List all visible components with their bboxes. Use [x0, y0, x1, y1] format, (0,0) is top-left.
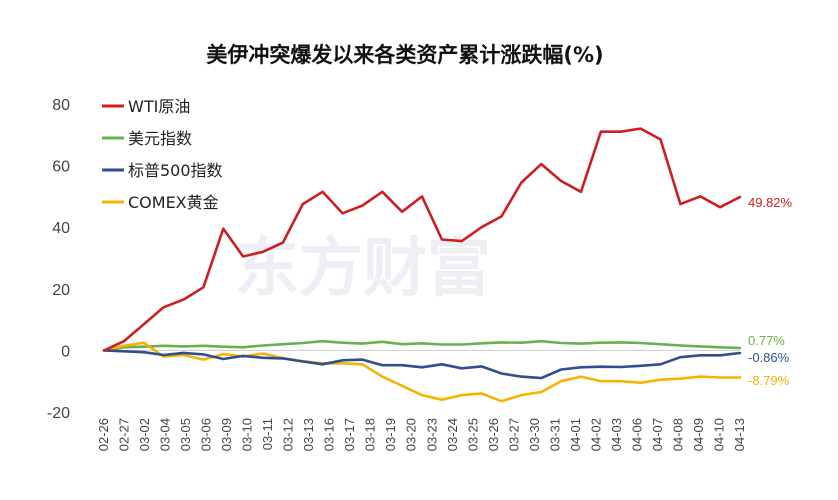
x-tick-label: 04-07: [650, 418, 665, 451]
x-tick-label: 03-26: [486, 418, 501, 451]
x-tick-label: 04-02: [588, 418, 603, 451]
x-tick-label: 03-06: [199, 418, 214, 451]
x-tick-label: 04-01: [568, 418, 583, 451]
x-tick-label: 02-26: [96, 418, 111, 451]
series-line-2: [102, 349, 742, 380]
x-tick-label: 03-04: [158, 418, 173, 451]
x-tick-label: 04-08: [670, 418, 685, 451]
x-tick-label: 03-05: [178, 418, 193, 451]
watermark: 东方财富: [235, 232, 491, 306]
x-tick-label: 03-18: [363, 418, 378, 451]
y-axis: 80 60 40 20 0 -20: [47, 97, 740, 422]
x-tick-label: 03-11: [260, 418, 275, 450]
x-tick-label: 04-03: [609, 418, 624, 451]
x-tick-label: 03-27: [506, 418, 521, 451]
chart-title: 美伊冲突爆发以来各类资产累计涨跌幅(%): [206, 43, 603, 67]
end-label-1: 0.77%: [748, 333, 785, 348]
end-label-2: -0.86%: [748, 350, 790, 365]
x-tick-label: 03-30: [527, 418, 542, 451]
legend-label: COMEX黄金: [128, 193, 219, 212]
x-tick-label: 03-17: [342, 418, 357, 451]
y-tick-label: -20: [47, 405, 70, 422]
x-tick-label: 03-23: [424, 418, 439, 451]
end-label-0: 49.82%: [748, 195, 793, 210]
x-tick-label: 03-09: [219, 418, 234, 451]
x-tick-label: 04-10: [711, 418, 726, 451]
x-tick-label: 03-13: [301, 418, 316, 451]
x-axis: 02-26 02-27 03-02 03-04 03-05 03-06 03-09 03-10…: [96, 418, 747, 451]
end-labels: 49.82% 0.77% -0.86% -8.79%: [748, 195, 793, 388]
y-tick-label: 80: [52, 97, 70, 114]
series-line-1: [102, 339, 742, 352]
legend-label: 美元指数: [128, 129, 192, 148]
x-tick-label: 03-24: [445, 418, 460, 451]
legend-label: WTI原油: [128, 97, 190, 116]
x-tick-label: 03-02: [137, 418, 152, 451]
x-tick-label: 03-10: [240, 418, 255, 451]
x-tick-label: 04-06: [629, 418, 644, 451]
y-tick-label: 40: [52, 220, 70, 237]
x-tick-label: 03-12: [281, 418, 296, 451]
x-tick-label: 04-13: [732, 418, 747, 451]
x-tick-label: 03-25: [465, 418, 480, 451]
x-tick-label: 04-09: [691, 418, 706, 451]
x-tick-label: 03-20: [404, 418, 419, 451]
legend-label: 标普500指数: [128, 161, 223, 180]
series-lines: [102, 127, 742, 403]
x-tick-label: 03-16: [322, 418, 337, 451]
end-label-3: -8.79%: [748, 373, 790, 388]
series-line-0: [102, 127, 742, 352]
series-line-3: [102, 341, 742, 403]
x-tick-label: 03-31: [547, 418, 562, 451]
x-tick-label: 02-27: [117, 418, 132, 451]
y-tick-label: 20: [52, 282, 70, 299]
x-tick-label: 03-19: [383, 418, 398, 451]
y-tick-label: 0: [61, 343, 70, 360]
y-tick-label: 60: [52, 159, 70, 176]
